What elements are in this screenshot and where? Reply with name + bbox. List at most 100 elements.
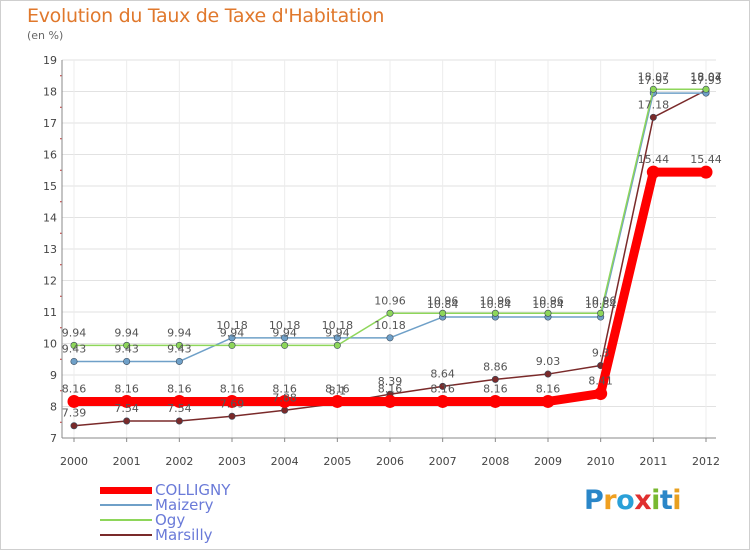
data-label-ogy: 10.96	[374, 294, 406, 307]
data-label-marsilly: 8.86	[483, 360, 508, 373]
data-label-ogy: 9.94	[272, 326, 297, 339]
data-label-colligny: 8.41	[588, 375, 613, 388]
data-point-ogy	[333, 341, 341, 349]
x-tick-label: 2001	[113, 455, 141, 468]
x-tick-label: 2000	[60, 455, 88, 468]
data-point-maizery	[175, 357, 183, 365]
data-point-marsilly	[491, 375, 499, 383]
y-tick-label: 8	[50, 401, 57, 414]
x-tick-label: 2011	[639, 455, 667, 468]
data-label-marsilly: 17.18	[638, 98, 670, 111]
data-point-maizery	[123, 357, 131, 365]
y-minor-tick	[60, 421, 62, 423]
data-point-ogy	[702, 85, 710, 93]
x-tick-label: 2010	[587, 455, 615, 468]
legend-label-ogy: Ogy	[155, 511, 186, 529]
data-point-colligny	[594, 387, 608, 401]
data-point-colligny	[278, 394, 292, 408]
data-label-ogy: 9.94	[62, 326, 87, 339]
y-minor-tick	[60, 390, 62, 392]
data-point-marsilly	[175, 417, 183, 425]
data-label-marsilly: 9.03	[536, 355, 561, 368]
data-point-ogy	[386, 309, 394, 317]
data-label-ogy: 10.96	[480, 294, 512, 307]
data-label-maizery: 17.95	[638, 74, 670, 87]
logo-letter: P	[584, 485, 604, 516]
data-point-ogy	[70, 341, 78, 349]
y-tick-label: 19	[43, 54, 57, 67]
data-point-maizery	[386, 334, 394, 342]
legend-swatch-marsilly	[100, 534, 152, 536]
legend-label-marsilly: Marsilly	[155, 526, 213, 544]
y-minor-tick	[60, 106, 62, 108]
data-point-ogy	[491, 309, 499, 317]
data-label-colligny: 8.16	[483, 382, 508, 395]
data-label-marsilly: 8.64	[430, 367, 455, 380]
data-point-colligny	[436, 394, 450, 408]
data-point-ogy	[123, 341, 131, 349]
y-tick-label: 14	[43, 212, 57, 225]
data-label-ogy: 10.96	[427, 294, 459, 307]
data-label-colligny: 8.16	[114, 382, 139, 395]
y-minor-tick	[60, 264, 62, 266]
data-label-ogy: 10.96	[532, 294, 564, 307]
legend-swatch-ogy	[100, 519, 152, 521]
data-point-ogy	[597, 309, 605, 317]
logo-letter: x	[634, 485, 652, 516]
data-point-maizery	[333, 334, 341, 342]
data-label-ogy: 9.94	[220, 326, 245, 339]
logo-letter: i	[672, 485, 682, 516]
data-point-marsilly	[544, 370, 552, 378]
logo-letter: t	[659, 485, 673, 516]
y-tick-label: 12	[43, 275, 57, 288]
data-label-colligny: 8.16	[430, 382, 455, 395]
data-label-colligny: 8.16	[167, 382, 192, 395]
logo-letter: i	[651, 485, 660, 516]
data-label-maizery: 10.84	[480, 298, 512, 311]
legend-label-maizery: Maizery	[155, 496, 214, 514]
data-point-maizery	[281, 334, 289, 342]
data-label-marsilly: 18.04	[690, 71, 722, 84]
data-label-ogy: 18.07	[690, 70, 722, 83]
data-label-maizery: 10.84	[427, 298, 459, 311]
data-point-ogy	[649, 85, 657, 93]
data-point-marsilly	[228, 412, 236, 420]
data-point-colligny	[383, 394, 397, 408]
legend-swatch-maizery	[100, 504, 152, 506]
data-label-colligny: 8.16	[536, 382, 561, 395]
data-label-ogy: 9.94	[325, 326, 350, 339]
x-tick-label: 2007	[429, 455, 457, 468]
data-label-maizery: 10.18	[374, 319, 406, 332]
data-label-colligny: 8.16	[272, 382, 297, 395]
data-point-marsilly	[123, 417, 131, 425]
data-point-colligny	[646, 165, 660, 179]
y-minor-tick	[60, 138, 62, 140]
data-label-maizery: 10.84	[585, 298, 617, 311]
logo-letter: o	[616, 485, 635, 516]
chart-title: Evolution du Taux de Taxe d'Habitation	[27, 5, 385, 27]
y-minor-tick	[60, 201, 62, 203]
data-label-colligny: 15.44	[690, 153, 722, 166]
data-label-marsilly: 9.3	[592, 347, 610, 360]
logo-letter: r	[603, 485, 617, 516]
data-point-marsilly	[439, 382, 447, 390]
data-label-maizery: 10.18	[322, 319, 354, 332]
data-point-colligny	[172, 394, 186, 408]
x-tick-label: 2012	[692, 455, 720, 468]
x-tick-label: 2006	[376, 455, 404, 468]
data-label-colligny: 8.16	[325, 382, 350, 395]
data-label-marsilly: 7.69	[220, 397, 245, 410]
data-point-ogy	[439, 309, 447, 317]
y-minor-tick	[60, 327, 62, 329]
x-tick-label: 2005	[323, 455, 351, 468]
data-point-colligny	[541, 394, 555, 408]
y-minor-tick	[60, 295, 62, 297]
data-label-marsilly: 8.1	[329, 384, 347, 397]
data-point-marsilly	[281, 406, 289, 414]
y-tick-label: 9	[50, 369, 57, 382]
proxiti-logo: Proxiti	[584, 485, 682, 516]
data-label-maizery: 10.18	[216, 319, 248, 332]
data-point-maizery	[70, 357, 78, 365]
y-tick-label: 13	[43, 243, 57, 256]
data-label-marsilly: 7.88	[272, 391, 297, 404]
